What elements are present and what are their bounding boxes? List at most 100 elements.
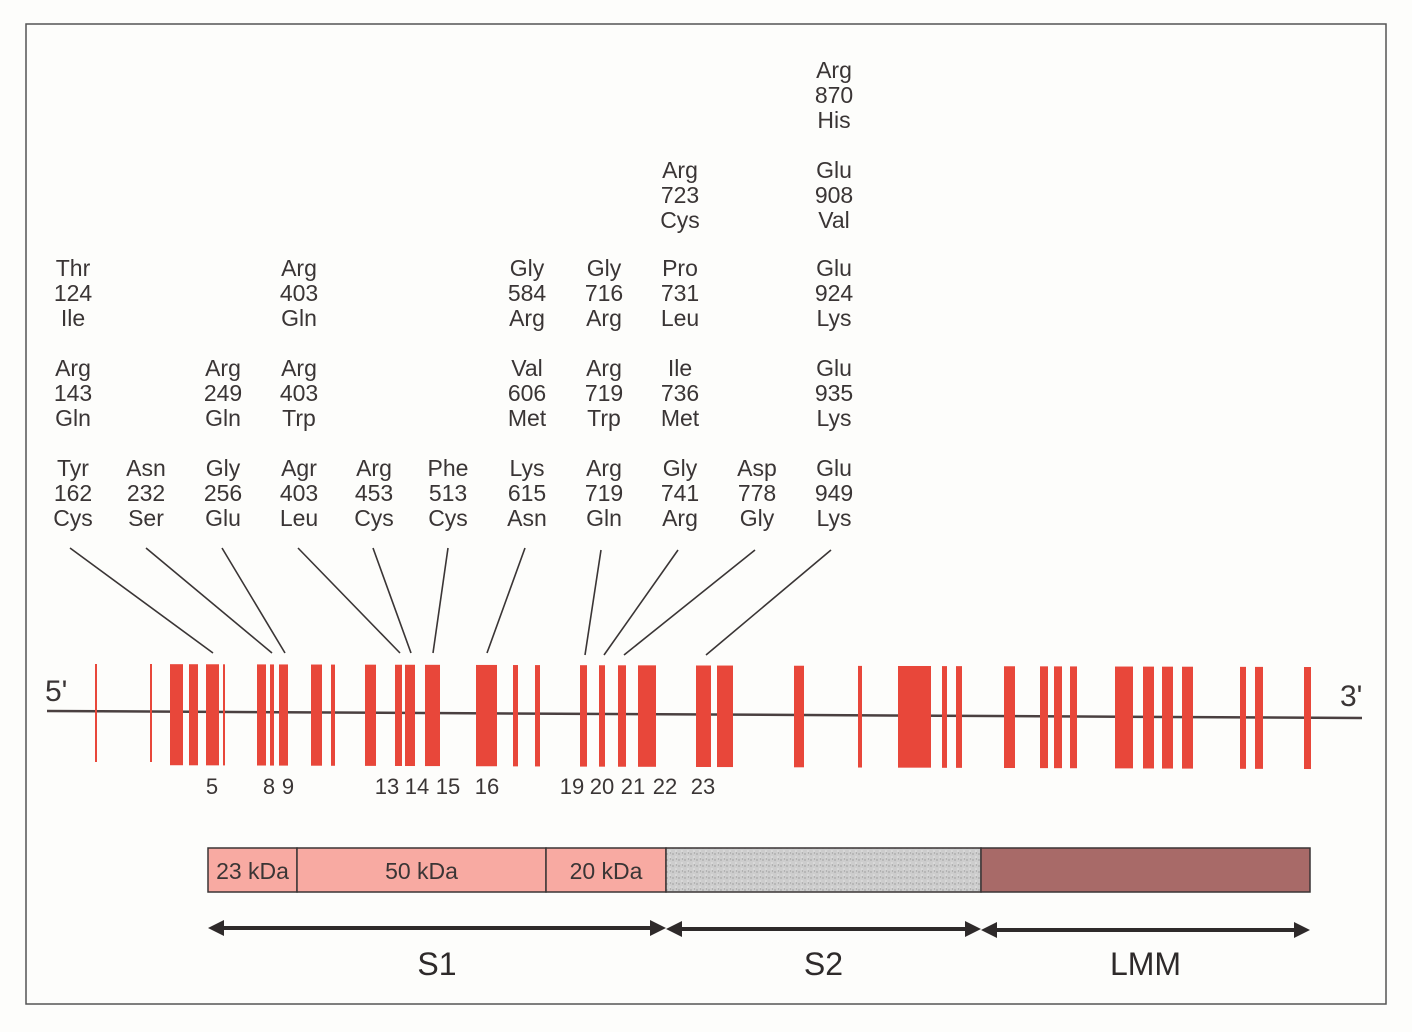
leader-line	[372, 547, 412, 654]
mutation-leader-lines	[69, 547, 832, 656]
exon	[794, 665, 804, 768]
mutation-mut: Gln	[205, 405, 241, 431]
exon	[270, 664, 274, 766]
mutation-labels: Thr124IleArg143GlnTyr162CysAsn232SerArg2…	[53, 57, 853, 531]
exon	[365, 664, 376, 766]
exon	[331, 664, 335, 766]
mutation-pos: 716	[585, 280, 623, 306]
mutation-mut: Met	[508, 405, 547, 431]
exon-number: 13	[375, 774, 399, 799]
mutation-pos: 606	[508, 380, 546, 406]
exon-number: 20	[590, 774, 614, 799]
domain-arrows: S1 S2 LMM	[208, 920, 1310, 982]
arrowhead-left-icon	[208, 920, 224, 936]
exon	[223, 664, 225, 766]
mutation-pos: 924	[815, 280, 854, 306]
mutation-wt: Arg	[55, 355, 91, 381]
mutation-wt: Glu	[816, 255, 852, 281]
mutation-pos: 403	[280, 280, 318, 306]
exon	[580, 665, 587, 767]
leader-line	[603, 549, 679, 656]
exon-number-labels: 5 8 9 13 14 15 16 19 20 21 22 23	[206, 774, 715, 799]
leader-line	[69, 547, 214, 654]
exon	[1004, 666, 1015, 769]
leader-line	[145, 547, 273, 654]
protein-segment	[207, 847, 298, 893]
domain-label: LMM	[1110, 946, 1181, 982]
five-prime-label: 5'	[45, 675, 67, 708]
exon	[1255, 666, 1263, 769]
exon-number: 16	[475, 774, 499, 799]
mutation-pos: 453	[355, 480, 393, 506]
exon	[206, 664, 219, 766]
exon	[513, 665, 518, 767]
exon-number: 8	[263, 774, 275, 799]
figure-frame	[25, 23, 1387, 1005]
exon-number: 9	[282, 774, 294, 799]
mutation-wt: Thr	[56, 255, 91, 281]
domain-label: S1	[417, 946, 456, 982]
mutation-wt: Val	[511, 355, 543, 381]
leader-line	[486, 547, 526, 654]
mutation-wt: Glu	[816, 455, 852, 481]
exon	[395, 664, 402, 766]
exon	[1115, 666, 1133, 769]
mutation-pos: 403	[280, 480, 318, 506]
mutation-mut: Cys	[354, 505, 394, 531]
mutation-pos: 143	[54, 380, 92, 406]
exon-number: 23	[691, 774, 715, 799]
exon	[189, 664, 198, 766]
mutation-mut: His	[817, 107, 850, 133]
exon	[717, 665, 733, 768]
mutation-mut: Gly	[740, 505, 775, 531]
exon	[898, 665, 931, 768]
exon-number: 15	[436, 774, 460, 799]
mutation-pos: 584	[508, 280, 547, 306]
exon	[311, 664, 322, 766]
mutation-mut: Ser	[128, 505, 164, 531]
exon	[1304, 667, 1311, 770]
exon	[1240, 666, 1246, 769]
exon	[170, 664, 183, 766]
exon	[1182, 666, 1193, 769]
exon	[257, 664, 266, 766]
mutation-mut: Cys	[53, 505, 93, 531]
segment-label: 50 kDa	[385, 858, 458, 884]
mutation-wt: Phe	[428, 455, 469, 481]
arrowhead-left-icon	[981, 922, 997, 938]
exon-number: 19	[560, 774, 584, 799]
exon	[535, 665, 540, 767]
mutation-wt: Gly	[206, 455, 241, 481]
mutation-mut: Arg	[662, 505, 698, 531]
mutation-mut: Leu	[280, 505, 318, 531]
exon	[1054, 666, 1062, 769]
mutation-mut: Lys	[817, 405, 852, 431]
mutation-wt: Arg	[586, 455, 622, 481]
mutation-pos: 162	[54, 480, 92, 506]
exon-number: 22	[653, 774, 677, 799]
mutation-wt: Ile	[668, 355, 692, 381]
leader-line	[297, 547, 401, 654]
exon	[1162, 666, 1173, 769]
mutation-wt: Gly	[510, 255, 545, 281]
exon	[942, 666, 947, 768]
protein-bar: 23 kDa 50 kDa 20 kDa	[207, 847, 1311, 893]
mutation-mut: Gln	[586, 505, 622, 531]
mutation-mut: Cys	[428, 505, 468, 531]
mutation-mut: Lys	[817, 505, 852, 531]
exon	[425, 664, 440, 767]
exon	[1143, 666, 1154, 769]
arrowhead-right-icon	[650, 920, 666, 936]
mutation-pos: 736	[661, 380, 699, 406]
mutation-pos: 232	[127, 480, 165, 506]
mutation-wt: Asp	[737, 455, 777, 481]
leader-line	[584, 549, 602, 656]
mutation-mut: Arg	[509, 305, 545, 331]
mutation-pos: 935	[815, 380, 853, 406]
mutation-pos: 249	[204, 380, 242, 406]
mutation-wt: Agr	[281, 455, 317, 481]
mutation-mut: Gln	[281, 305, 317, 331]
leader-line	[705, 549, 832, 656]
exon	[599, 665, 605, 767]
